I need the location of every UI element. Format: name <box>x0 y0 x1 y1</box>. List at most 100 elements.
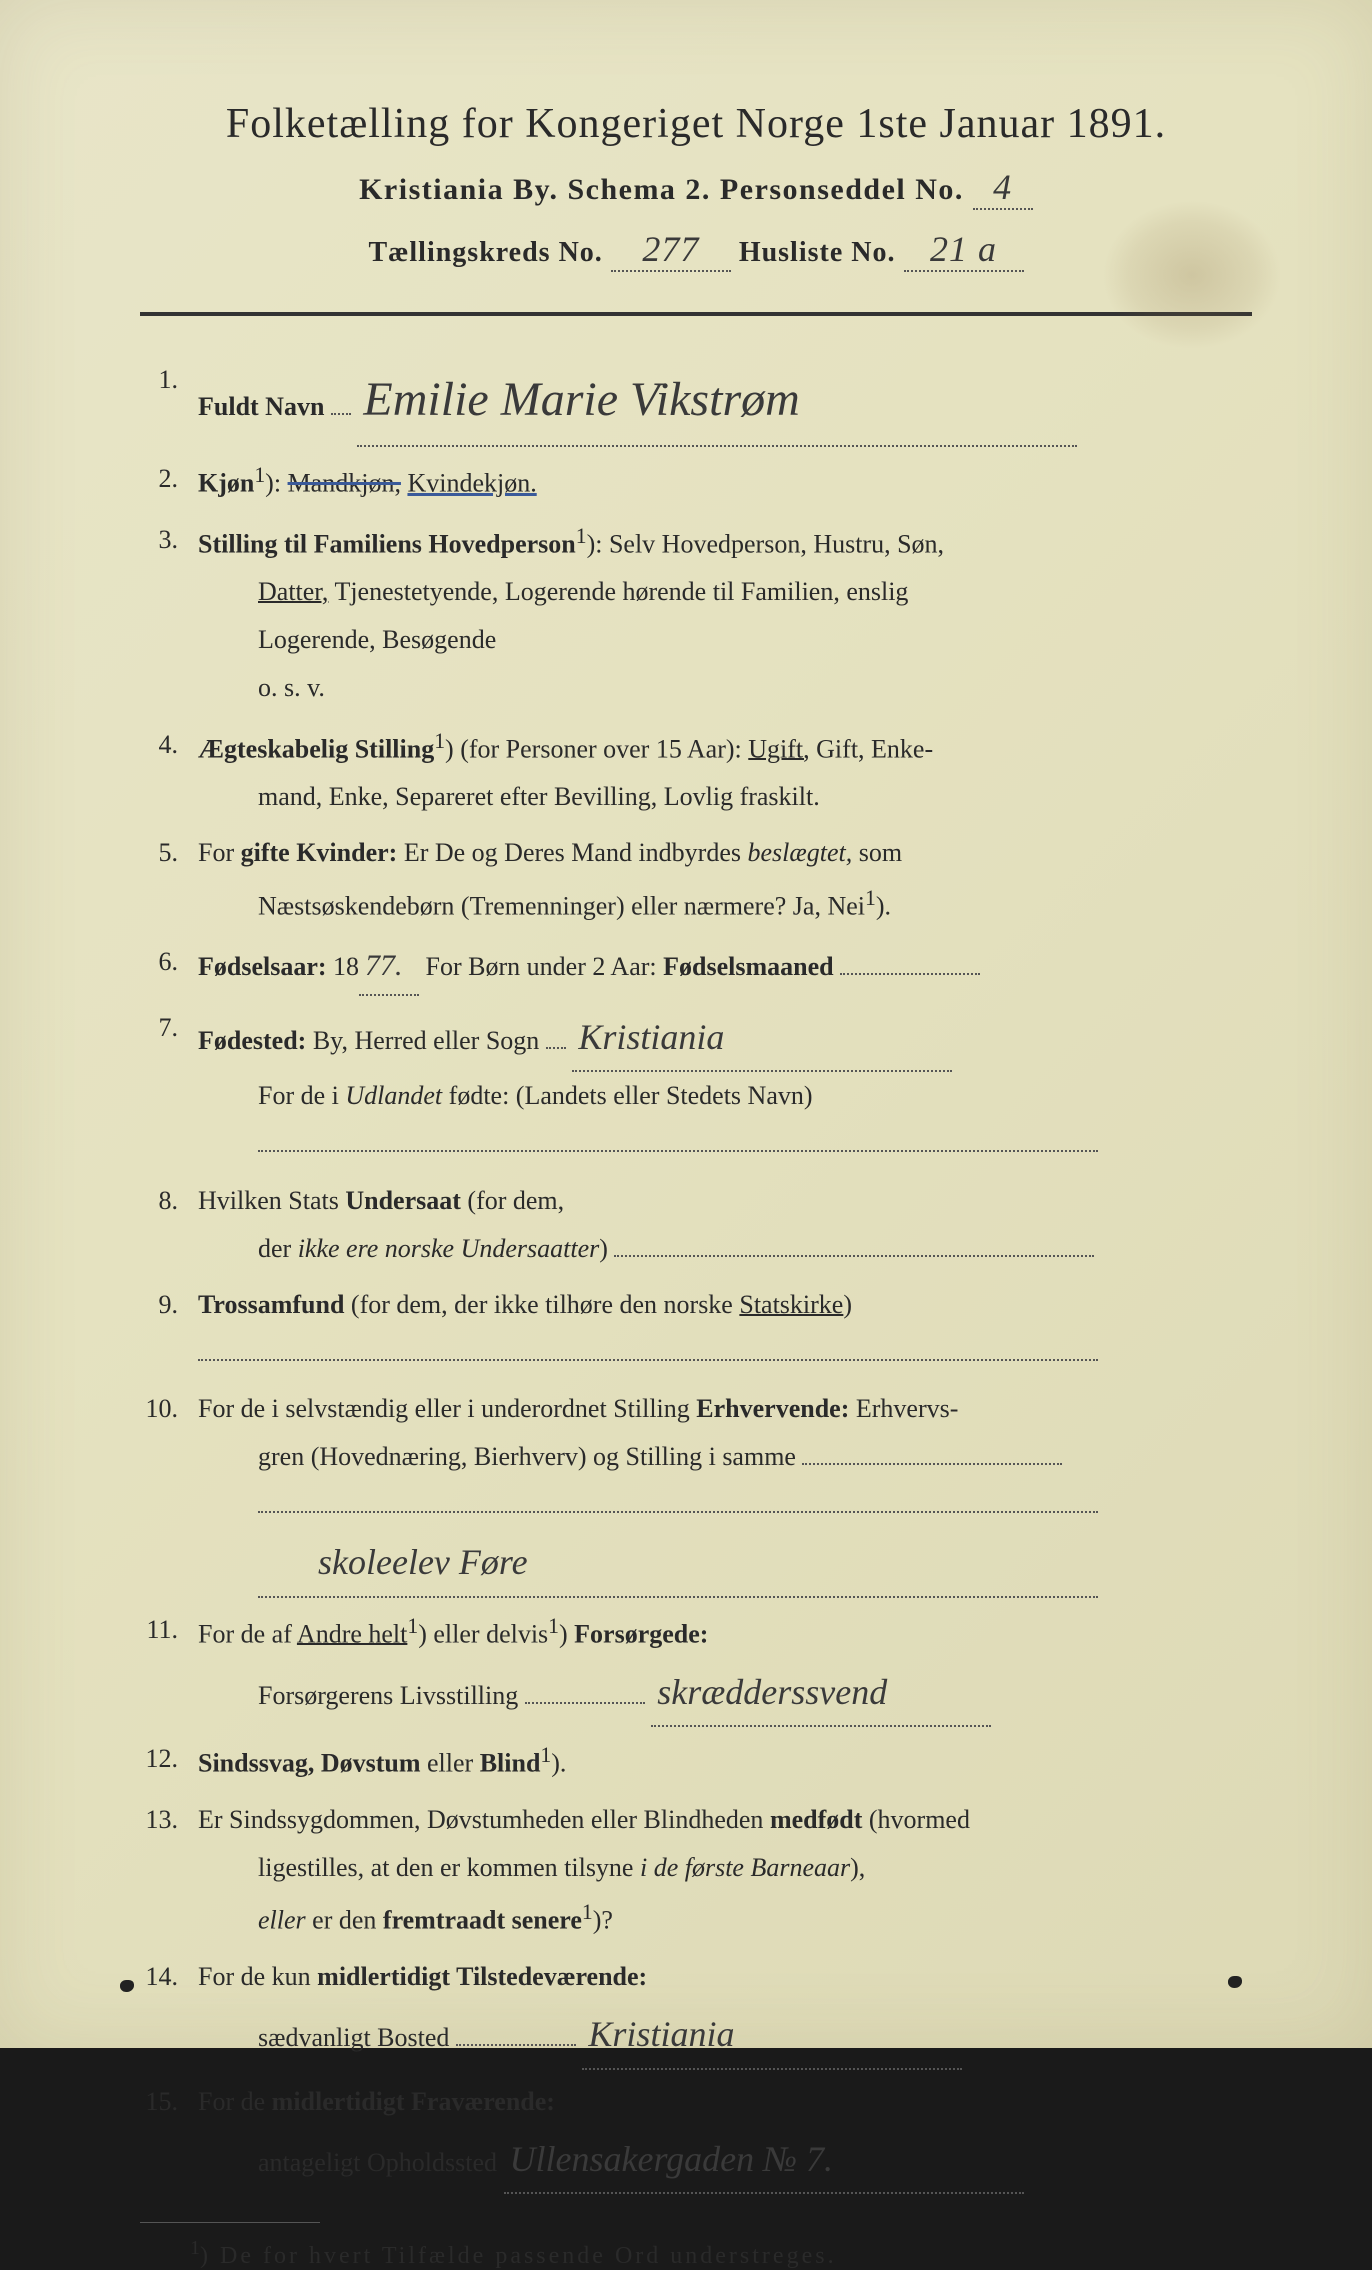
subtitle-printed: Kristiania By. Schema 2. Personseddel No… <box>359 173 964 206</box>
line2-rest: Tjenestetyende, Logerende hørende til Fa… <box>328 577 908 606</box>
line2-text: antageligt Opholdssted <box>258 2148 497 2177</box>
line2: antageligt Opholdssted Ullensakergaden №… <box>198 2126 1252 2195</box>
erhverv-value: skoleelev Føre <box>258 1529 1098 1598</box>
item-num: 12. <box>140 1735 198 1788</box>
pre-18: 18 <box>327 952 360 981</box>
opholdssted-value: Ullensakergaden № 7. <box>504 2126 1024 2195</box>
line2-a: For de i <box>258 1081 345 1110</box>
text-a: For de kun <box>198 1962 317 1991</box>
tilstedevaerende-bold: midlertidigt Tilstedeværende: <box>317 1962 647 1991</box>
item-num: 14. <box>140 1953 198 2070</box>
item-num: 9. <box>140 1281 198 1377</box>
fuldt-navn-value: Emilie Marie Vikstrøm <box>357 356 1077 447</box>
personseddel-no-value: 4 <box>973 166 1033 210</box>
erhverv-value-line: skoleelev Føre <box>198 1529 1252 1598</box>
item-num: 4. <box>140 721 198 822</box>
census-form-page: Folketælling for Kongeriget Norge 1ste J… <box>0 0 1372 2048</box>
line2-text: gren (Hovednæring, Bierhverv) og Stillin… <box>258 1442 796 1471</box>
line3-b: )? <box>593 1906 613 1935</box>
ugift-underlined: Ugift, <box>748 734 809 763</box>
line3-ital: eller <box>258 1906 306 1935</box>
line2-b: ), <box>850 1853 865 1882</box>
line3: eller er den fremtraadt senere1)? <box>198 1892 1252 1945</box>
footnote-rule <box>140 2222 320 2223</box>
item-body: Fødselsaar: 1877. For Børn under 2 Aar: … <box>198 938 1252 996</box>
line2-text: Forsørgerens Livsstilling <box>258 1681 518 1710</box>
text-b: (hvormed <box>862 1805 970 1834</box>
footnote-text: ) De for hvert Tilfælde passende Ord und… <box>200 2243 837 2269</box>
ink-blob <box>120 1980 134 1992</box>
undersaat-blank <box>614 1255 1094 1257</box>
item-body: For de af Andre helt1) eller delvis1) Fo… <box>198 1606 1252 1727</box>
erhverv-blank-2 <box>258 1511 1098 1513</box>
text-b: ). <box>551 1749 566 1778</box>
line2-end: ). <box>876 891 891 920</box>
statskirke-ul: Statskirke <box>739 1290 843 1319</box>
item-5: 5. For gifte Kvinder: Er De og Deres Man… <box>140 829 1252 930</box>
item-12: 12. Sindssvag, Døvstum eller Blind1). <box>140 1735 1252 1788</box>
line2-text: Næstsøskendebørn (Tremenninger) eller næ… <box>258 891 865 920</box>
text-a: Er Sindssygdommen, Døvstumheden eller Bl… <box>198 1805 770 1834</box>
text-a: For de <box>198 2087 272 2116</box>
form-items: 1. Fuldt Navn Emilie Marie Vikstrøm 2. K… <box>140 356 1252 2194</box>
form-header: Folketælling for Kongeriget Norge 1ste J… <box>140 100 1252 272</box>
item-9: 9. Trossamfund (for dem, der ikke tilhør… <box>140 1281 1252 1377</box>
mid: For Børn under 2 Aar: <box>419 952 663 981</box>
text-a: For de af <box>198 1619 297 1648</box>
line2-a: der <box>258 1234 298 1263</box>
line2: ligestilles, at den er kommen tilsyne i … <box>198 1844 1252 1892</box>
line2: gren (Hovednæring, Bierhverv) og Stillin… <box>198 1433 1252 1481</box>
footnote-sup: 1 <box>190 2237 200 2259</box>
line2-a: ligestilles, at den er kommen tilsyne <box>258 1853 640 1882</box>
sup: 1 <box>540 1743 551 1767</box>
item-body: Fuldt Navn Emilie Marie Vikstrøm <box>198 356 1252 447</box>
text-b: ) eller delvis <box>418 1619 548 1648</box>
bosted-value: Kristiania <box>582 2001 962 2070</box>
text-a: Hvilken Stats <box>198 1186 345 1215</box>
erhvervende-bold: Erhvervende: <box>696 1394 849 1423</box>
item-3: 3. Stilling til Familiens Hovedperson1):… <box>140 516 1252 713</box>
item-body: For gifte Kvinder: Er De og Deres Mand i… <box>198 829 1252 930</box>
datter-underlined: Datter, <box>258 577 328 606</box>
line: Datter, Tjenestetyende, Logerende hørend… <box>198 568 1252 616</box>
item-num: 3. <box>140 516 198 713</box>
trossamfund-blank <box>198 1359 1098 1361</box>
sup: 1 <box>582 1900 593 1924</box>
husliste-no-value: 21 a <box>904 228 1024 272</box>
sup: 1 <box>576 524 587 548</box>
forsorgede-bold: Forsørgede: <box>574 1619 708 1648</box>
main-title: Folketælling for Kongeriget Norge 1ste J… <box>140 100 1252 148</box>
line2: For de i Udlandet fødte: (Landets eller … <box>198 1072 1252 1120</box>
item-15: 15. For de midlertidigt Fraværende: anta… <box>140 2078 1252 2195</box>
maaned-blank <box>840 973 980 975</box>
fodested-label: Fødested: <box>198 1026 306 1055</box>
item-body: Ægteskabelig Stilling1) (for Personer ov… <box>198 721 1252 822</box>
item-13: 13. Er Sindssygdommen, Døvstumheden elle… <box>140 1796 1252 1945</box>
husliste-label: Husliste No. <box>739 237 896 268</box>
line2: Forsørgerens Livsstilling skrædderssvend <box>198 1659 1252 1728</box>
text-a: ) (for Personer over 15 Aar): <box>445 734 748 763</box>
text-a: For de i selvstændig eller i underordnet… <box>198 1394 696 1423</box>
line2: mand, Enke, Separeret efter Bevilling, L… <box>198 773 1252 821</box>
line2-ital: i de første Barneaar <box>640 1853 850 1882</box>
fodselsmaaned-label: Fødselsmaaned <box>663 952 833 981</box>
line3: Logerende, Besøgende <box>198 616 1252 664</box>
text-b: (for dem, <box>461 1186 564 1215</box>
item-num: 2. <box>140 455 198 508</box>
item-num: 15. <box>140 2078 198 2195</box>
item-num: 7. <box>140 1004 198 1169</box>
footnote: 1) De for hvert Tilfælde passende Ord un… <box>140 2237 1252 2270</box>
fuldt-navn-label: Fuldt Navn <box>198 392 324 421</box>
item-7: 7. Fødested: By, Herred eller Sogn Krist… <box>140 1004 1252 1169</box>
item-body: Stilling til Familiens Hovedperson1): Se… <box>198 516 1252 713</box>
beslaegtet: beslægtet, <box>748 838 853 867</box>
stilling-text-b: ): Selv Hovedperson, Hustru, Søn, <box>587 529 944 558</box>
text-a: (for dem, der ikke tilhøre den norske <box>344 1290 739 1319</box>
udlandet-blank <box>258 1150 1098 1152</box>
text-a: By, Herred eller Sogn <box>306 1026 539 1055</box>
item-num: 8. <box>140 1177 198 1273</box>
medfodt-bold: medfødt <box>770 1805 862 1834</box>
udlandet: Udlandet <box>345 1081 442 1110</box>
item-body: Kjøn1): Mandkjøn, Kvindekjøn. <box>198 455 1252 508</box>
fodselsaar-label: Fødselsaar: <box>198 952 327 981</box>
